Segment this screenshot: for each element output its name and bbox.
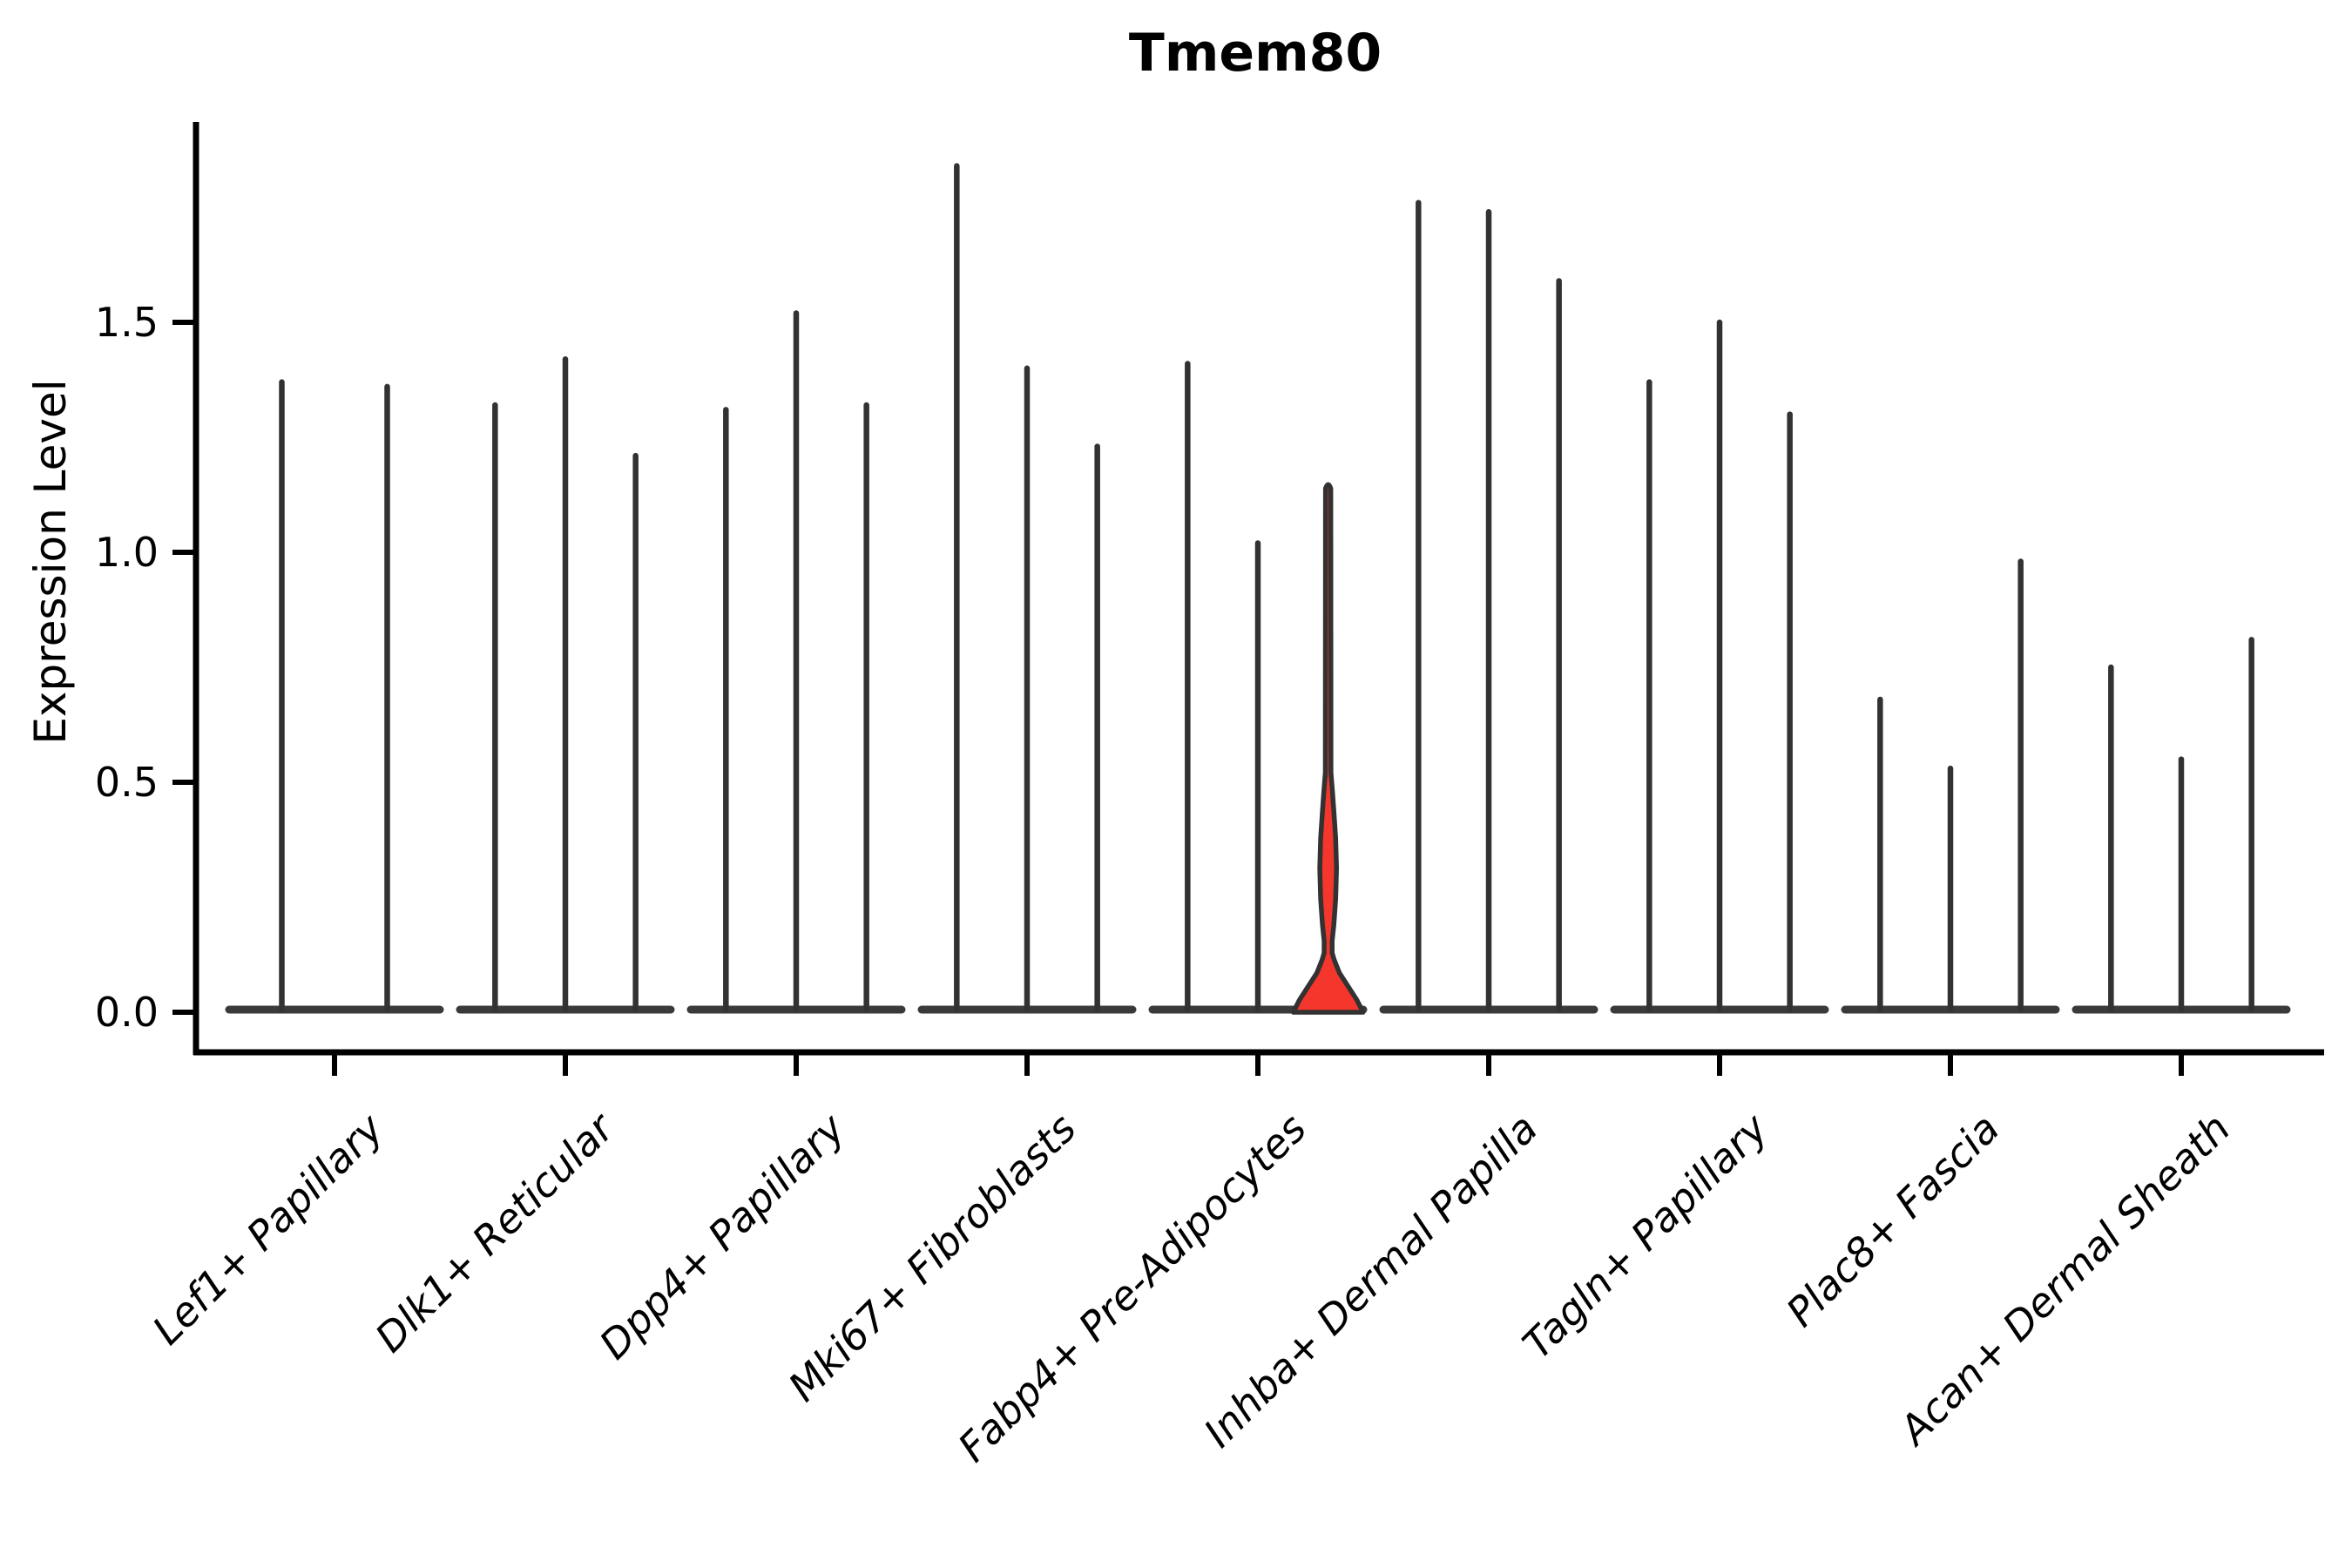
y-tick-label: 1.0 [94, 529, 159, 576]
violins [225, 163, 2291, 1076]
page-title: Tmem80 [1128, 23, 1382, 84]
y-tick-label: 0.0 [94, 989, 159, 1036]
violin-highlighted [1290, 482, 1366, 1015]
y-tick-label: 0.5 [94, 759, 159, 806]
y-ticks [172, 320, 196, 1015]
y-tick-label: 1.5 [94, 299, 159, 346]
